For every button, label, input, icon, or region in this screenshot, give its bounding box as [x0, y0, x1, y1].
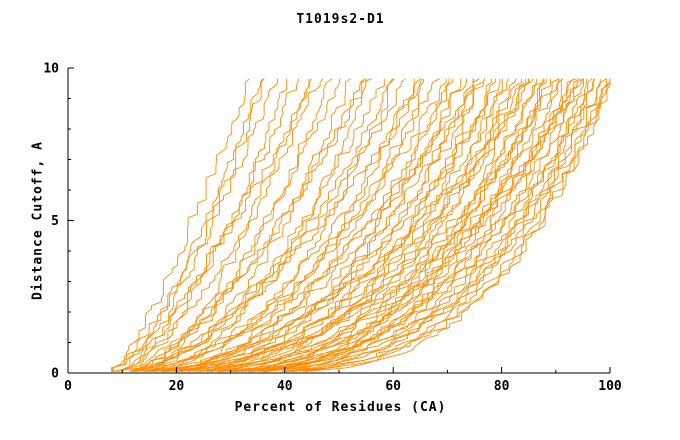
model-curve — [233, 78, 595, 372]
model-curve — [264, 78, 611, 372]
model-curve — [218, 78, 574, 372]
x-tick-label: 60 — [385, 379, 401, 394]
model-curve — [285, 78, 588, 372]
model-curve — [129, 78, 288, 372]
model-curve — [154, 78, 367, 372]
model-curve — [229, 78, 547, 372]
model-curve — [162, 78, 453, 372]
model-curve — [131, 78, 265, 372]
x-tick-label: 80 — [494, 379, 510, 394]
model-curve — [116, 78, 300, 372]
model-curve — [304, 78, 611, 372]
model-curve — [200, 78, 523, 372]
model-curve — [140, 78, 406, 372]
y-tick-label: 10 — [43, 62, 59, 77]
x-axis-label: Percent of Residues (CA) — [234, 400, 447, 415]
model-curve — [111, 78, 421, 372]
model-curve — [265, 78, 593, 372]
x-axis-ticks — [67, 367, 611, 373]
model-curve — [143, 78, 440, 372]
model-curve — [176, 78, 480, 372]
model-curve — [236, 78, 560, 372]
model-curve — [122, 78, 324, 372]
curves-group — [110, 78, 611, 372]
model-curve — [172, 78, 394, 372]
x-tick-label: 20 — [169, 379, 185, 394]
y-tick-label: 0 — [51, 367, 59, 382]
model-curve — [302, 78, 611, 372]
model-curve — [151, 78, 501, 372]
model-curve — [162, 78, 467, 372]
model-curve — [133, 78, 385, 372]
model-curve — [166, 78, 530, 372]
y-tick-label: 5 — [51, 214, 59, 229]
chart-title: T1019s2-D1 — [296, 12, 385, 27]
model-curve — [207, 78, 545, 372]
model-curve — [194, 78, 529, 372]
model-curve — [198, 78, 583, 372]
model-curve — [163, 78, 560, 372]
model-curve — [266, 78, 544, 372]
model-curve — [149, 78, 351, 372]
model-curve — [113, 78, 372, 372]
model-curve — [130, 78, 341, 372]
model-curve — [291, 78, 607, 372]
model-curve — [241, 78, 577, 372]
y-axis-ticks — [68, 67, 74, 374]
x-tick-label: 100 — [598, 379, 622, 394]
model-curve — [148, 78, 333, 372]
model-curve — [281, 78, 596, 372]
model-curve — [130, 78, 447, 372]
model-curve — [131, 78, 395, 372]
model-curve — [116, 78, 264, 372]
model-curve — [134, 78, 310, 372]
model-curve — [220, 78, 563, 372]
model-curve — [174, 78, 486, 372]
model-curve — [135, 78, 475, 372]
model-curve — [228, 78, 486, 372]
model-curve — [187, 78, 425, 372]
model-curve — [206, 78, 462, 372]
model-curve — [112, 78, 312, 372]
x-tick-label: 0 — [64, 379, 72, 394]
model-curve — [161, 78, 585, 372]
model-curve — [112, 78, 279, 372]
model-curve — [110, 78, 250, 372]
model-curve — [261, 78, 537, 372]
model-curve — [235, 78, 584, 372]
model-curve — [147, 78, 423, 372]
model-curve — [217, 78, 474, 372]
x-tick-label: 40 — [277, 379, 293, 394]
